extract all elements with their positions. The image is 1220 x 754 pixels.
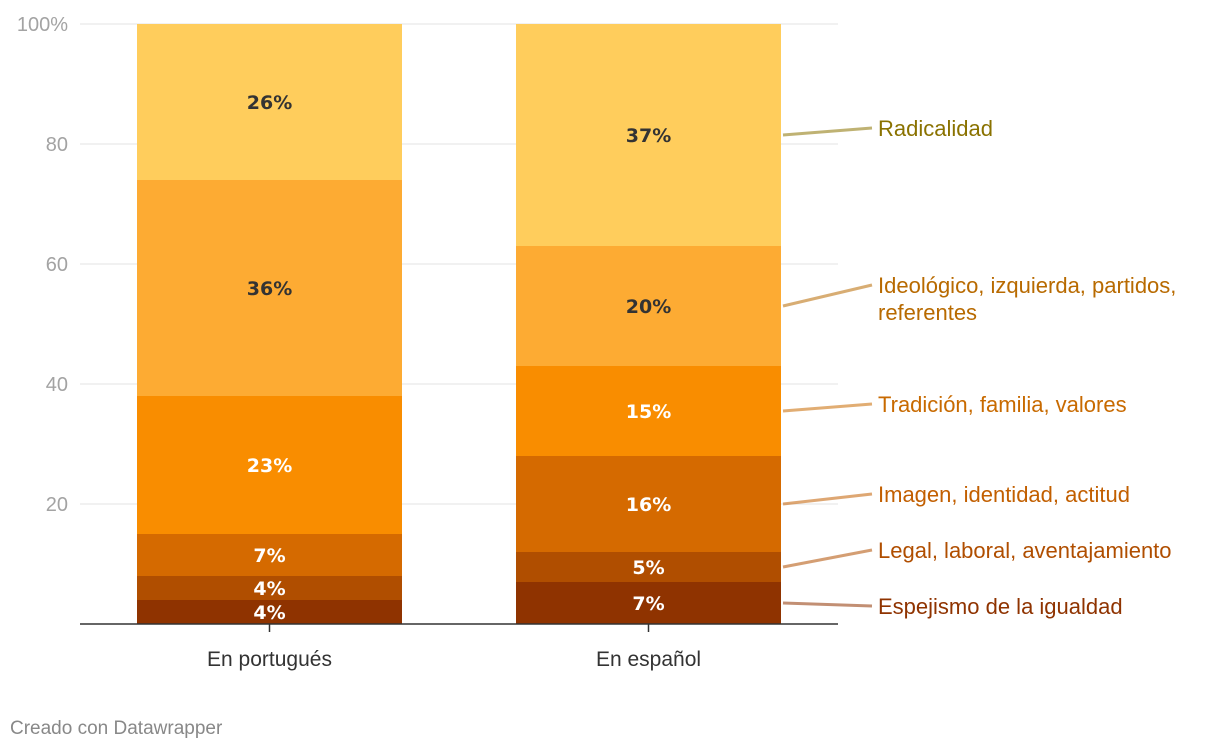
data-label: 36%	[247, 278, 292, 300]
data-label: 7%	[253, 545, 285, 567]
y-axis: 20 40 60 80 100%	[17, 14, 68, 516]
data-label: 7%	[632, 593, 664, 615]
legend-connector	[782, 492, 873, 506]
credit-footer: Creado con Datawrapper	[10, 718, 223, 739]
y-tick-label: 80	[46, 134, 68, 156]
legend-label: Tradición, familia, valores	[878, 392, 1127, 417]
bar-segment	[137, 534, 402, 576]
bar-segment	[516, 366, 781, 456]
legend-label: Imagen, identidad, actitud	[878, 482, 1130, 507]
data-label: 15%	[626, 401, 671, 423]
data-label: 16%	[626, 494, 671, 516]
data-label: 4%	[253, 602, 285, 624]
bar-segment	[137, 180, 402, 396]
legend-connector	[782, 126, 873, 137]
bar-segment	[516, 582, 781, 624]
bar-segment	[516, 246, 781, 366]
bar-segment	[516, 456, 781, 552]
legend-connector	[782, 601, 873, 608]
bar-segment	[137, 24, 402, 180]
bar-segment	[516, 552, 781, 582]
legend-label: Radicalidad	[878, 116, 993, 141]
data-label: 26%	[247, 92, 292, 114]
data-label: 4%	[253, 578, 285, 600]
legend-label: Legal, laboral, aventajamiento	[878, 538, 1172, 563]
legend-connector	[782, 402, 873, 413]
y-tick-label: 60	[46, 254, 68, 276]
legend-label: Espejismo de la igualdad	[878, 594, 1123, 619]
legend-connector	[782, 283, 873, 308]
data-label: 37%	[626, 125, 671, 147]
data-label: 23%	[247, 455, 292, 477]
bar-segment	[137, 600, 402, 624]
data-label: 5%	[632, 557, 664, 579]
legend-connector	[782, 548, 873, 569]
bar-segment	[137, 576, 402, 600]
bars: 4% 7% 4% 5% 7% 16% 23% 15% 36% 20% 26% 37%	[137, 24, 781, 624]
legend: Espejismo de la igualdad Legal, laboral, …	[782, 116, 1176, 619]
x-axis: En portugués En español	[80, 623, 838, 671]
legend-label: Ideológico, izquierda, partidos, referent…	[878, 273, 1176, 325]
y-tick-label: 20	[46, 494, 68, 516]
y-tick-label: 40	[46, 374, 68, 396]
bar-segment	[516, 24, 781, 246]
category-label: En portugués	[207, 648, 332, 671]
y-tick-label: 100%	[17, 14, 68, 36]
bar-segment	[137, 396, 402, 534]
data-label: 20%	[626, 296, 671, 318]
category-label: En español	[596, 648, 701, 671]
